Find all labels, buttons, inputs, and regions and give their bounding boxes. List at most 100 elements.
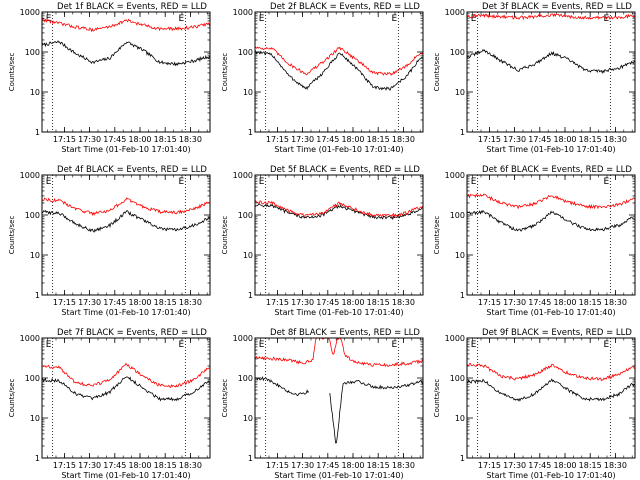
y-axis-label: Counts/sec bbox=[221, 379, 229, 418]
x-tick-label: 18:15 bbox=[579, 135, 602, 144]
x-tick-label: 18:00 bbox=[341, 135, 364, 144]
y-tick-label: 1000 bbox=[445, 171, 465, 180]
x-tick-label: 17:45 bbox=[316, 461, 339, 470]
y-tick-label: 100 bbox=[450, 211, 465, 220]
y-axis-label: Counts/sec bbox=[433, 216, 441, 255]
y-tick-label: 1 bbox=[35, 291, 40, 300]
x-tick-label: 17:15 bbox=[266, 298, 289, 307]
y-axis-label: Counts/sec bbox=[8, 53, 16, 92]
y-tick-label: 100 bbox=[450, 48, 465, 57]
y-axis-label: Counts/sec bbox=[221, 53, 229, 92]
y-tick-label: 10 bbox=[30, 251, 40, 260]
event-marker-label: E bbox=[392, 14, 398, 24]
x-axis-label: Start Time (01-Feb-10 17:01:40) bbox=[274, 308, 403, 317]
x-tick-label: 17:30 bbox=[78, 298, 101, 307]
x-tick-label: 17:15 bbox=[478, 461, 501, 470]
x-tick-label: 17:15 bbox=[266, 461, 289, 470]
x-tick-label: 18:00 bbox=[128, 298, 151, 307]
event-marker-label: E bbox=[604, 340, 610, 350]
x-tick-label: 18:30 bbox=[179, 135, 202, 144]
event-marker-label: E bbox=[46, 340, 52, 350]
event-marker-label: E bbox=[604, 177, 610, 187]
events-series-line bbox=[255, 50, 423, 91]
y-tick-label: 10 bbox=[243, 88, 253, 97]
y-tick-label: 1 bbox=[460, 128, 465, 137]
y-tick-label: 1000 bbox=[20, 334, 40, 343]
x-tick-label: 17:15 bbox=[53, 461, 76, 470]
x-tick-label: 17:45 bbox=[103, 135, 126, 144]
x-tick-label: 18:30 bbox=[179, 461, 202, 470]
panel-title: Det 2f BLACK = Events, RED = LLD bbox=[270, 2, 420, 12]
x-tick-label: 17:30 bbox=[78, 461, 101, 470]
y-axis-label: Counts/sec bbox=[8, 379, 16, 418]
x-tick-label: 17:15 bbox=[266, 135, 289, 144]
plot-frame bbox=[466, 337, 636, 459]
event-marker-label: E bbox=[392, 177, 398, 187]
x-tick-label: 18:15 bbox=[367, 298, 390, 307]
x-tick-label: 17:45 bbox=[528, 135, 551, 144]
x-axis-label: Start Time (01-Feb-10 17:01:40) bbox=[61, 308, 190, 317]
panel-det-7: Det 7f BLACK = Events, RED = LLD Counts/s… bbox=[8, 328, 211, 480]
events-series-line bbox=[467, 378, 635, 402]
y-axis-label: Counts/sec bbox=[8, 216, 16, 255]
x-axis-label: Start Time (01-Feb-10 17:01:40) bbox=[274, 145, 403, 154]
x-tick-label: 18:00 bbox=[128, 135, 151, 144]
y-tick-label: 1 bbox=[248, 128, 253, 137]
x-tick-label: 17:15 bbox=[53, 298, 76, 307]
y-tick-label: 1000 bbox=[445, 334, 465, 343]
x-tick-label: 17:30 bbox=[503, 135, 526, 144]
plot-frame bbox=[254, 11, 424, 133]
x-tick-label: 17:30 bbox=[291, 135, 314, 144]
x-tick-label: 17:15 bbox=[53, 135, 76, 144]
y-tick-label: 10 bbox=[243, 251, 253, 260]
event-marker-label: E bbox=[259, 177, 265, 187]
x-tick-label: 18:15 bbox=[154, 135, 177, 144]
x-tick-label: 18:00 bbox=[128, 461, 151, 470]
events-series-line bbox=[42, 209, 210, 233]
x-axis-label: Start Time (01-Feb-10 17:01:40) bbox=[486, 145, 615, 154]
lld-series-line bbox=[42, 197, 210, 216]
y-tick-label: 1000 bbox=[20, 8, 40, 17]
lld-series-line bbox=[42, 18, 210, 33]
event-marker-label: E bbox=[259, 340, 265, 350]
lld-series-line bbox=[467, 193, 635, 210]
panel-title: Det 7f BLACK = Events, RED = LLD bbox=[57, 328, 207, 338]
x-tick-label: 18:15 bbox=[579, 298, 602, 307]
panel-title: Det 1f BLACK = Events, RED = LLD bbox=[57, 2, 207, 12]
plot-frame bbox=[41, 174, 211, 296]
y-tick-label: 1000 bbox=[233, 334, 253, 343]
x-tick-label: 18:30 bbox=[604, 461, 627, 470]
x-tick-label: 18:00 bbox=[341, 461, 364, 470]
event-marker-label: E bbox=[471, 14, 477, 24]
x-tick-label: 18:30 bbox=[604, 135, 627, 144]
event-marker-label: E bbox=[46, 177, 52, 187]
y-axis-label: Counts/sec bbox=[433, 53, 441, 92]
x-tick-label: 17:45 bbox=[103, 461, 126, 470]
y-tick-label: 10 bbox=[455, 251, 465, 260]
y-tick-label: 1000 bbox=[233, 171, 253, 180]
y-tick-label: 1 bbox=[460, 291, 465, 300]
panel-det-5: Det 5f BLACK = Events, RED = LLD Counts/s… bbox=[221, 165, 424, 317]
lld-series-line bbox=[255, 338, 423, 368]
plot-frame bbox=[254, 174, 424, 296]
y-tick-label: 100 bbox=[238, 211, 253, 220]
x-axis-label: Start Time (01-Feb-10 17:01:40) bbox=[486, 308, 615, 317]
x-tick-label: 17:45 bbox=[316, 298, 339, 307]
x-tick-label: 17:30 bbox=[291, 298, 314, 307]
y-tick-label: 1 bbox=[35, 454, 40, 463]
events-series-line bbox=[255, 376, 423, 444]
x-tick-label: 18:00 bbox=[553, 461, 576, 470]
x-tick-label: 17:45 bbox=[528, 298, 551, 307]
plot-frame bbox=[41, 11, 211, 133]
events-series-line bbox=[255, 202, 423, 221]
y-tick-label: 100 bbox=[25, 211, 40, 220]
y-tick-label: 1000 bbox=[233, 8, 253, 17]
lld-series-line bbox=[467, 362, 635, 382]
x-tick-label: 18:00 bbox=[341, 298, 364, 307]
x-tick-label: 18:15 bbox=[154, 461, 177, 470]
panel-det-9: Det 9f BLACK = Events, RED = LLD Counts/s… bbox=[433, 328, 636, 480]
panel-title: Det 8f BLACK = Events, RED = LLD bbox=[270, 328, 420, 338]
lld-series-line bbox=[255, 46, 423, 76]
event-marker-label: E bbox=[179, 177, 185, 187]
